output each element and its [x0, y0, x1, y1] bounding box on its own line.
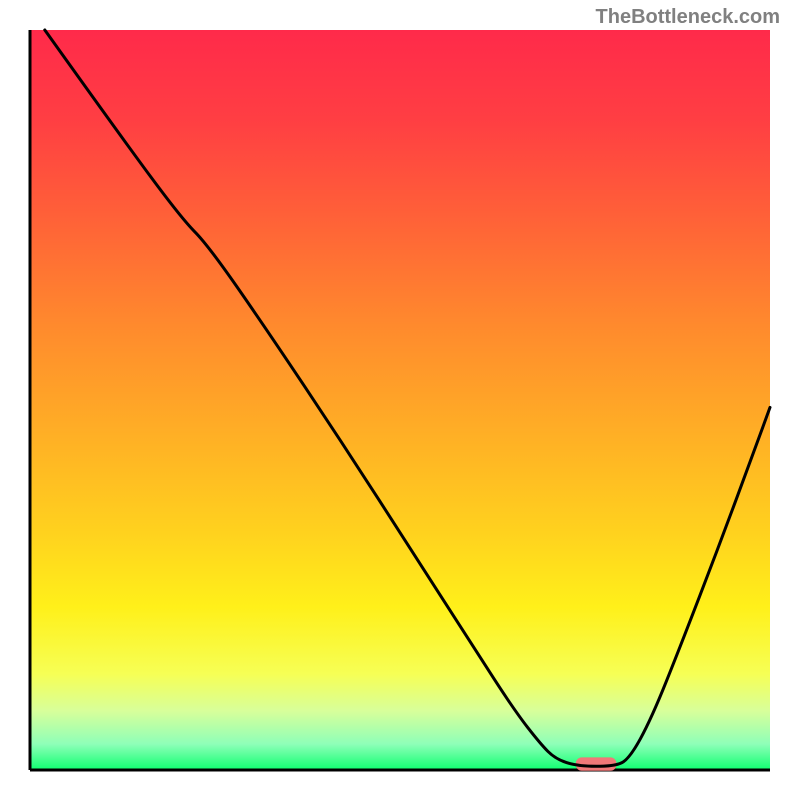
watermark-text: TheBottleneck.com: [596, 6, 780, 29]
bottleneck-chart: [0, 0, 800, 800]
chart-container: TheBottleneck.com: [0, 0, 800, 800]
gradient-background: [30, 30, 770, 770]
